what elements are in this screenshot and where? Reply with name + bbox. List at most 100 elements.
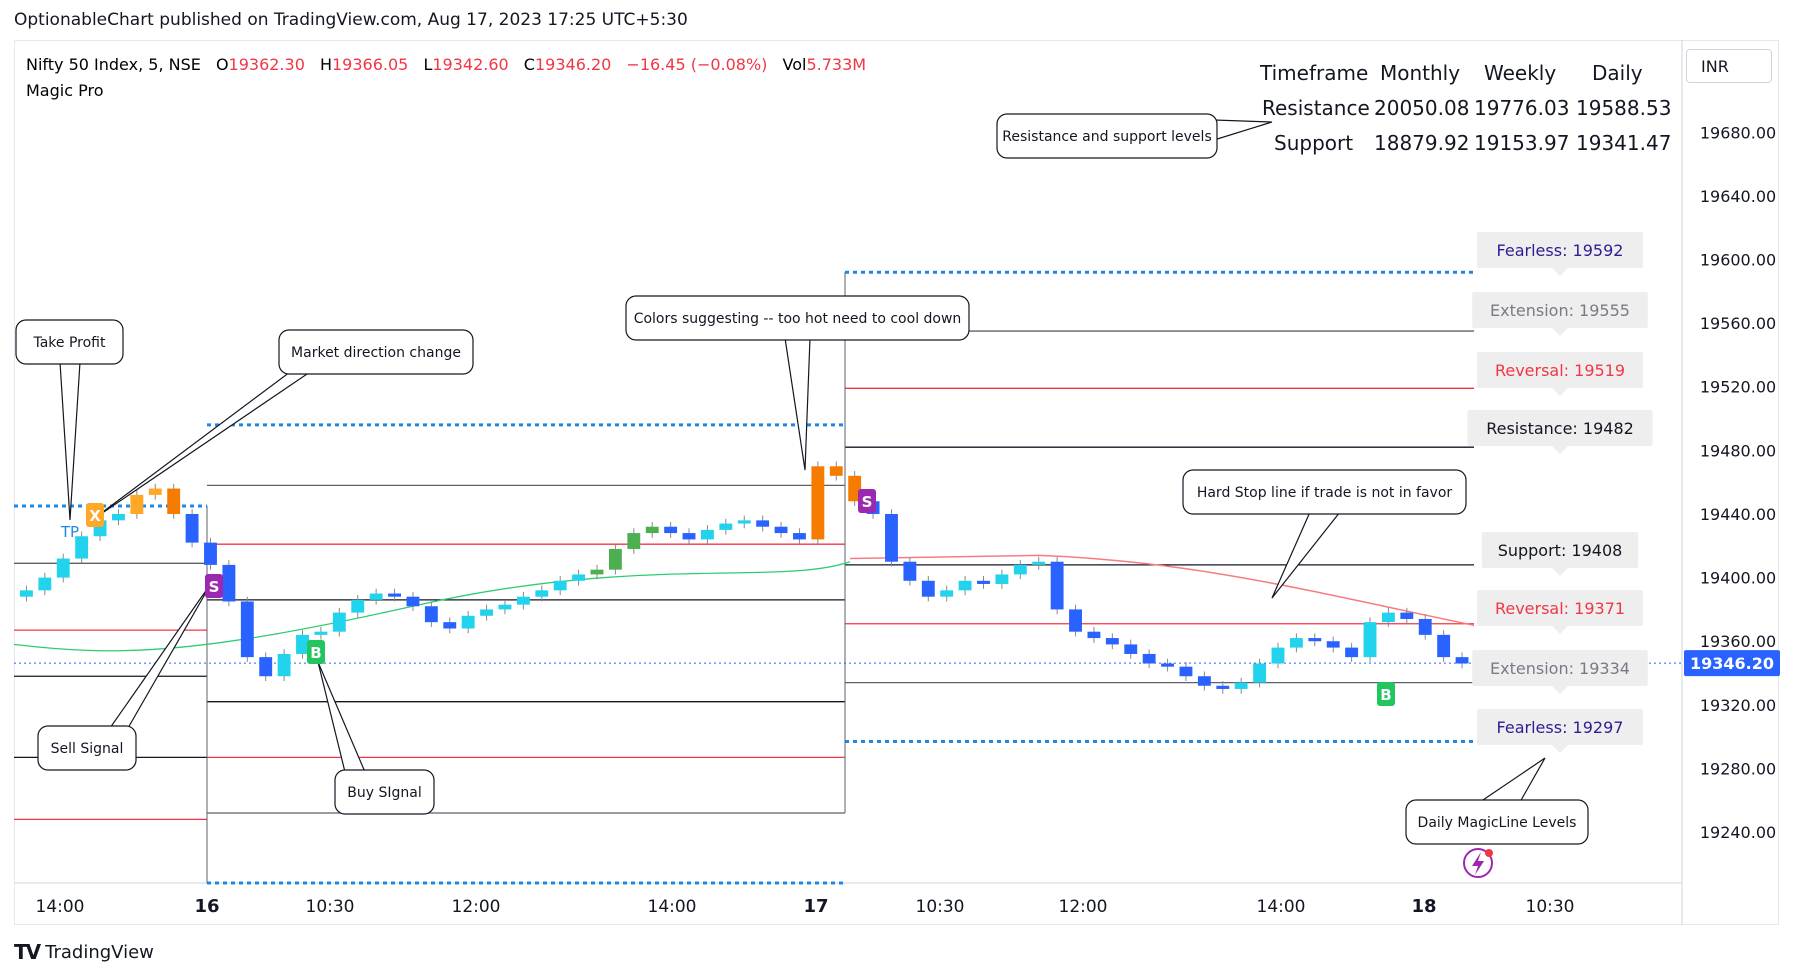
time-tick-label: 16 [194,896,219,917]
annotation-pointer [109,581,213,729]
annotation-pointer [1213,119,1273,141]
signals: X S S B B TP [60,489,1493,878]
candle [1418,618,1432,635]
level-label-reversal-low: Reversal: 19371 [1495,599,1625,618]
candle [1308,638,1322,642]
time-tick-label: 10:30 [916,897,965,917]
candle [1400,612,1414,619]
level-label-support: Support: 19408 [1498,541,1623,560]
time-tick-label: 10:30 [306,897,355,917]
candle [921,580,935,597]
table-cell: 19588.53 [1576,96,1671,120]
table-cell: 19153.97 [1474,131,1569,155]
candle [627,533,641,549]
annotation-take-profit: Take Profit [15,319,124,521]
notification-dot-icon [1485,849,1493,857]
candle [424,606,438,623]
level-label-pointer [1552,268,1568,276]
tradingview-logo-icon: TV [14,940,41,964]
candle [351,599,365,613]
price-tick-label: 19480.00 [1700,441,1776,460]
table-header-monthly: Monthly [1380,61,1460,85]
candle [774,526,788,534]
candle [480,609,494,616]
candle [1032,561,1046,565]
candle [590,569,604,575]
annotation-pointer [1271,511,1341,599]
annotation-box [278,329,474,375]
price-tick-label: 19320.00 [1700,696,1776,715]
annotation-sell-signal: Sell Signal [37,581,213,771]
annotation-box [334,769,435,815]
legend-change: −16.45 (−0.08%) [626,55,767,74]
candle [664,526,678,534]
currency-button[interactable]: INR [1686,49,1772,83]
hard-stop-line [849,554,1475,627]
level-label-extension-high: Extension: 19555 [1490,301,1630,320]
table-row-resistance-label: Resistance [1262,96,1370,120]
take-profit-marker: TP [60,523,79,541]
buy-signal: B [307,640,325,664]
buy-signal: B [1377,682,1395,706]
table-header-timeframe: Timeframe [1259,61,1368,85]
level-label-pointer [1552,388,1568,396]
annotation-pointer [59,361,81,521]
annotation-text: Take Profit [32,335,106,351]
level-label-extension-low: Extension: 19334 [1490,659,1630,678]
candle [829,466,843,476]
time-tick-label: 18 [1411,896,1436,917]
candle [1050,561,1064,610]
sell-signal-box [205,574,223,598]
buy-signal-box [1377,682,1395,706]
annotation-colors: Colors suggesting -- too hot need to coo… [625,295,970,471]
price-tick-label: 19280.00 [1700,759,1776,778]
table-header-daily: Daily [1592,61,1643,85]
candle [811,466,825,540]
sell-signal-label: S [862,493,873,511]
candle [1381,612,1395,623]
candle [130,494,144,514]
candle [940,590,954,597]
buy-signal-label: B [310,644,321,662]
legend-volume: 5.733M [806,55,866,74]
time-tick-label: 12:00 [1059,897,1108,917]
lightning-bolt-icon [1472,852,1484,875]
candle [1069,609,1082,632]
candle [369,593,383,600]
candle [1216,685,1230,689]
annotation-box [1182,469,1467,515]
level-label-resistance: Resistance: 19482 [1486,419,1634,438]
candle [848,475,862,502]
candle [112,513,125,521]
candle [1142,653,1156,664]
annotation-box [996,113,1218,159]
candle [388,593,401,597]
annotation-text: Sell Signal [51,741,124,757]
levels-table: Timeframe Monthly Weekly Daily Resistanc… [1259,61,1671,155]
table-cell: 19776.03 [1474,96,1569,120]
candle [20,590,33,597]
annotation-pointer [784,337,811,471]
level-label-box [1477,232,1643,268]
level-label-box [1467,410,1653,446]
level-label-pointer [1552,446,1568,454]
time-tick-label: 14:00 [1257,897,1306,917]
candle [314,631,328,635]
candle [1087,631,1101,639]
table-cell: 20050.08 [1374,96,1469,120]
time-axis: 14:00 16 10:30 12:00 14:00 17 10:30 12:00 14:00 1… [36,896,1575,917]
table-cell: 18879.92 [1374,131,1469,155]
candle [1326,641,1340,648]
legend-high: 19366.05 [332,55,408,74]
lightning-icon [1463,848,1493,878]
footer-brand: TradingView [45,941,154,963]
candle [1179,666,1193,677]
candle [1105,638,1119,645]
annotation-hard-stop: Hard Stop line if trade is not in favor [1182,469,1467,599]
annotations: Take Profit Market direction change Colors… [15,113,1589,845]
annotation-box [625,295,970,341]
candle [608,548,622,570]
price-tick-label: 19360.00 [1700,632,1776,651]
candle [553,580,567,591]
